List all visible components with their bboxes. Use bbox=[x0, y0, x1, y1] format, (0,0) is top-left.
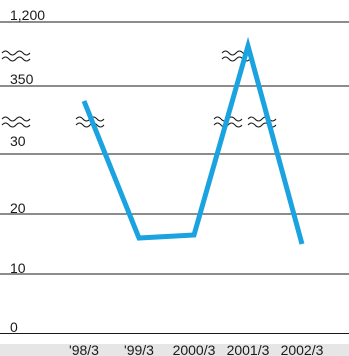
y-tick-label-1200: 1,200 bbox=[10, 7, 45, 23]
axis-break-mark-1 bbox=[1, 116, 31, 128]
category-axis-band bbox=[0, 344, 349, 356]
y-tick-label-30: 30 bbox=[10, 133, 26, 149]
series-layer bbox=[81, 36, 305, 245]
x-category-label-2001-3: 2001/3 bbox=[227, 342, 270, 356]
y-tick-label-0: 0 bbox=[10, 319, 18, 335]
axis-break-mask-1 bbox=[0, 114, 32, 130]
axis-break-mask-0 bbox=[0, 48, 32, 64]
x-category-label-2002-3: 2002/3 bbox=[281, 342, 324, 356]
axis-break-mask-5 bbox=[246, 114, 278, 130]
y-tick-label-20: 20 bbox=[10, 200, 26, 216]
x-category-label-98-3: '98/3 bbox=[69, 342, 99, 356]
x-category-label-2000-3: 2000/3 bbox=[173, 342, 216, 356]
x-category-labels: '98/3 '99/3 2000/3 2001/3 2002/3 bbox=[69, 342, 324, 356]
y-tick-label-10: 10 bbox=[10, 260, 26, 276]
y-tick-labels: 0 10 20 30 350 1,200 bbox=[10, 7, 45, 335]
axis-break-mark-0 bbox=[1, 50, 31, 62]
x-category-label-99-3: '99/3 bbox=[124, 342, 154, 356]
y-tick-label-350: 350 bbox=[10, 71, 34, 87]
gridlines bbox=[0, 21, 349, 334]
